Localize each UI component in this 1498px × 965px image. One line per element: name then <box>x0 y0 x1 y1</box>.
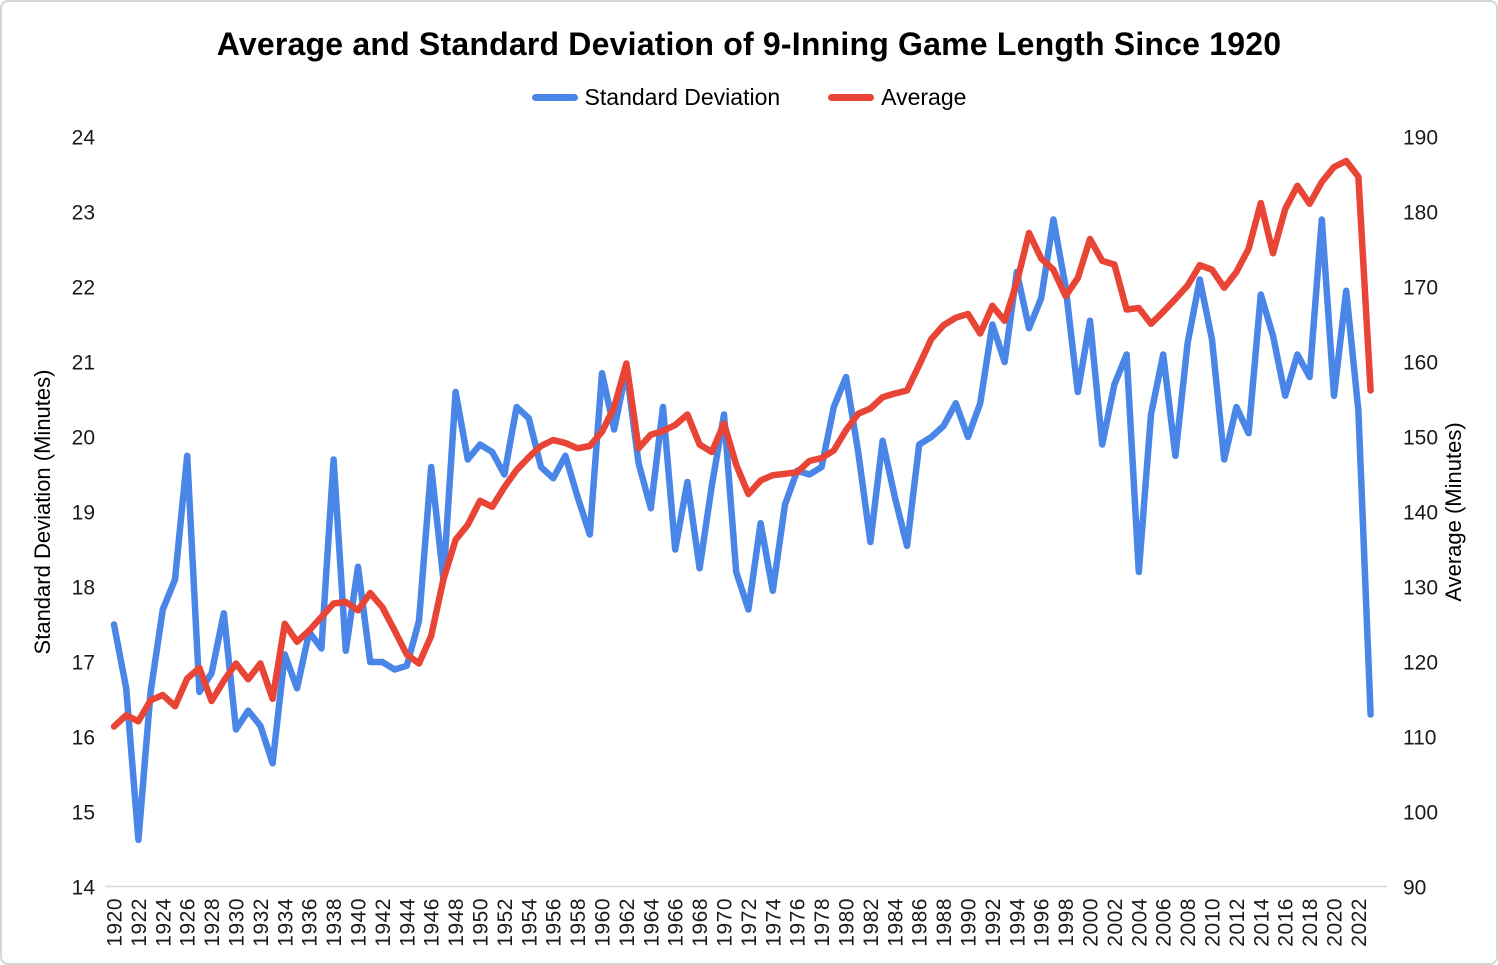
x-axis-tick-label: 1978 <box>811 898 834 947</box>
x-axis-tick-label: 2022 <box>1348 898 1371 947</box>
x-axis-tick-label: 1970 <box>714 898 737 947</box>
x-axis-tick-label: 1920 <box>104 898 127 947</box>
series-line-average <box>110 157 1374 730</box>
legend-item-standard-deviation[interactable]: Standard Deviation <box>531 84 781 111</box>
x-axis-tick-label: 2004 <box>1128 898 1151 947</box>
x-axis-tick-label: 1964 <box>640 898 663 947</box>
legend: Standard Deviation Average <box>2 84 1496 111</box>
y-axis-left-tick-label: 15 <box>72 802 95 825</box>
x-axis-tick-label: 1960 <box>592 898 615 947</box>
y-axis-left-tick-label: 16 <box>72 727 95 750</box>
x-axis-tick-label: 2016 <box>1275 898 1298 947</box>
legend-swatch-icon <box>531 94 578 101</box>
x-axis-tick-label: 1922 <box>128 898 151 947</box>
legend-label: Average <box>881 84 967 110</box>
x-axis-tick-label: 1944 <box>396 898 419 947</box>
x-axis-tick-label: 2010 <box>1202 898 1225 947</box>
x-axis-tick-label: 1938 <box>323 898 346 947</box>
x-axis-tick-label: 1982 <box>860 898 883 947</box>
x-axis-tick-label: 1926 <box>177 898 200 947</box>
x-axis-tick-label: 1958 <box>567 898 590 947</box>
x-axis-tick-label: 1942 <box>372 898 395 947</box>
x-axis-tick-label: 1946 <box>421 898 444 947</box>
chart-title: Average and Standard Deviation of 9-Inni… <box>216 26 1282 62</box>
y-axis-right-tick-label: 180 <box>1403 202 1438 225</box>
x-axis-tick-label: 2006 <box>1153 898 1176 947</box>
x-axis-tick-label: 1980 <box>836 898 859 947</box>
y-axis-left-tick-label: 20 <box>72 427 95 450</box>
x-axis-tick-label: 2018 <box>1299 898 1322 947</box>
x-axis-tick-label: 2020 <box>1324 898 1347 947</box>
x-axis-tick-label: 1966 <box>665 898 688 947</box>
y-axis-left-tick-label: 17 <box>72 652 95 675</box>
x-axis-tick-label: 1962 <box>616 898 639 947</box>
y-axis-right-tick-label: 120 <box>1403 652 1438 675</box>
x-axis-tick-label: 1972 <box>738 898 761 947</box>
x-axis-tick-label: 1940 <box>348 898 371 947</box>
x-axis-tick-label: 1984 <box>884 898 907 947</box>
x-axis-tick-label: 1974 <box>762 898 785 947</box>
x-axis-tick-label: 1950 <box>470 898 493 947</box>
x-axis-tick-label: 2000 <box>1080 898 1103 947</box>
x-axis-tick-label: 1988 <box>933 898 956 947</box>
x-axis-tick-label: 1996 <box>1031 898 1054 947</box>
series-line-standard-deviation <box>110 216 1374 844</box>
x-axis-tick-label: 1928 <box>201 898 224 947</box>
x-axis-tick-label: 1924 <box>152 898 175 947</box>
x-axis-tick-label: 1986 <box>909 898 932 947</box>
x-axis-tick-label: 1990 <box>958 898 981 947</box>
y-axis-right-tick-label: 90 <box>1403 877 1426 900</box>
x-axis-tick-label: 2008 <box>1177 898 1200 947</box>
y-axis-left-tick-label: 14 <box>72 877 96 900</box>
x-axis-tick-label: 1952 <box>494 898 517 947</box>
y-axis-left-tick-label: 18 <box>72 577 95 600</box>
x-axis-tick-label: 2002 <box>1104 898 1127 947</box>
y-axis-right-title: Average (Minutes) <box>1441 422 1466 601</box>
legend-swatch-icon <box>828 94 875 101</box>
y-axis-left-tick-label: 23 <box>72 202 95 225</box>
y-axis-right-tick-label: 190 <box>1403 127 1438 150</box>
legend-item-average[interactable]: Average <box>828 84 966 111</box>
legend-label: Standard Deviation <box>584 84 781 110</box>
y-axis-left-tick-label: 19 <box>72 502 95 525</box>
x-axis-tick-label: 2012 <box>1226 898 1249 947</box>
y-axis-left-tick-label: 21 <box>72 352 95 375</box>
x-axis-tick-label: 1954 <box>518 898 541 947</box>
y-axis-right-tick-label: 160 <box>1403 352 1438 375</box>
x-axis-tick-label: 1932 <box>250 898 273 947</box>
y-axis-right-tick-label: 150 <box>1403 427 1438 450</box>
y-axis-left-title: Standard Deviation (Minutes) <box>30 370 55 655</box>
y-axis-left-tick-label: 22 <box>72 277 95 300</box>
y-axis-right-tick-label: 130 <box>1403 577 1438 600</box>
y-axis-right-tick-label: 110 <box>1403 727 1436 750</box>
x-axis-tick-label: 2014 <box>1250 898 1273 947</box>
y-axis-left-tick-label: 24 <box>72 127 96 150</box>
x-axis-tick-label: 1976 <box>787 898 810 947</box>
y-axis-right-tick-label: 100 <box>1403 802 1438 825</box>
x-axis-tick-label: 1948 <box>445 898 468 947</box>
x-axis-tick-label: 1936 <box>299 898 322 947</box>
x-axis-tick-label: 1968 <box>689 898 712 947</box>
y-axis-right-tick-label: 170 <box>1403 277 1438 300</box>
x-axis-tick-label: 1994 <box>1006 898 1029 947</box>
x-axis-tick-label: 1930 <box>226 898 249 947</box>
x-axis-tick-label: 1934 <box>274 898 297 947</box>
y-axis-right-tick-label: 140 <box>1403 502 1438 525</box>
x-axis-tick-label: 1956 <box>543 898 566 947</box>
x-axis-tick-label: 1992 <box>982 898 1005 947</box>
x-axis-tick-label: 1998 <box>1055 898 1078 947</box>
